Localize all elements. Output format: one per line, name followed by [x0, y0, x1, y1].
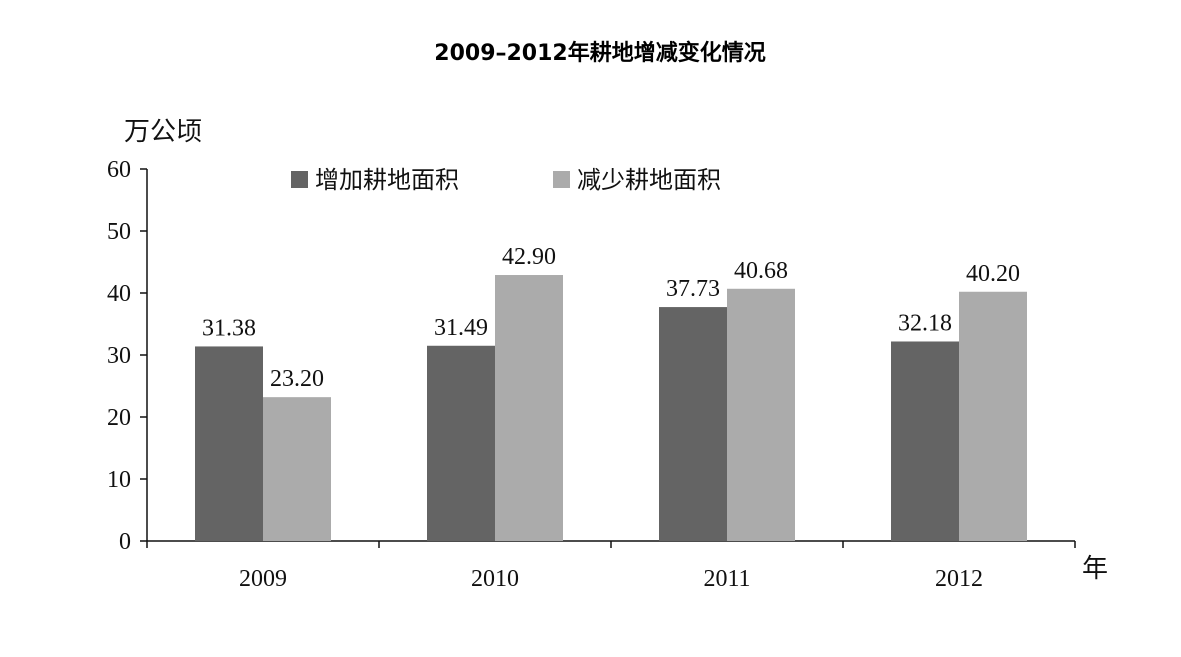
x-tick-label: 2009	[239, 566, 287, 592]
y-tick-label: 30	[107, 343, 131, 369]
y-tick-label: 0	[119, 529, 131, 555]
data-label: 32.18	[898, 310, 952, 336]
y-tick-label: 40	[107, 281, 131, 307]
data-label: 40.68	[734, 258, 788, 284]
axes: 0 10 20 30 40 50 60 2009 2010 2011 2012	[107, 157, 1076, 592]
bar-decrease	[263, 397, 331, 541]
x-tick-label: 2012	[935, 566, 983, 592]
chart-title: 2009–2012年耕地增减变化情况	[434, 40, 765, 66]
bars	[195, 275, 1027, 541]
y-tick-label: 20	[107, 405, 131, 431]
bar-increase	[195, 346, 263, 541]
data-label: 42.90	[502, 244, 556, 270]
y-axis-label: 万公顷	[124, 117, 202, 147]
data-label: 40.20	[966, 261, 1020, 287]
legend-swatch-increase	[291, 171, 308, 188]
x-axis-label: 年	[1082, 554, 1108, 584]
x-tick-label: 2011	[703, 566, 750, 592]
data-label: 23.20	[270, 366, 324, 392]
data-label: 37.73	[666, 276, 720, 302]
data-label: 31.38	[202, 315, 256, 341]
bar-increase	[891, 341, 959, 541]
data-labels: 31.38 31.49 37.73 32.18 23.20 42.90 40.68 40.20	[202, 244, 1020, 392]
bar-increase	[427, 345, 495, 541]
data-label: 31.49	[434, 315, 488, 341]
x-tick-label: 2010	[471, 566, 519, 592]
y-tick-label: 50	[107, 219, 131, 245]
legend-label-decrease: 减少耕地面积	[577, 166, 721, 194]
bar-decrease	[959, 291, 1027, 541]
bar-decrease	[495, 275, 563, 541]
legend-swatch-decrease	[553, 171, 570, 188]
y-tick-label: 60	[107, 157, 131, 183]
bar-decrease	[727, 288, 795, 541]
y-tick-label: 10	[107, 467, 131, 493]
bar-increase	[659, 307, 727, 541]
legend-label-increase: 增加耕地面积	[315, 166, 459, 194]
legend: 增加耕地面积 减少耕地面积	[291, 166, 721, 194]
